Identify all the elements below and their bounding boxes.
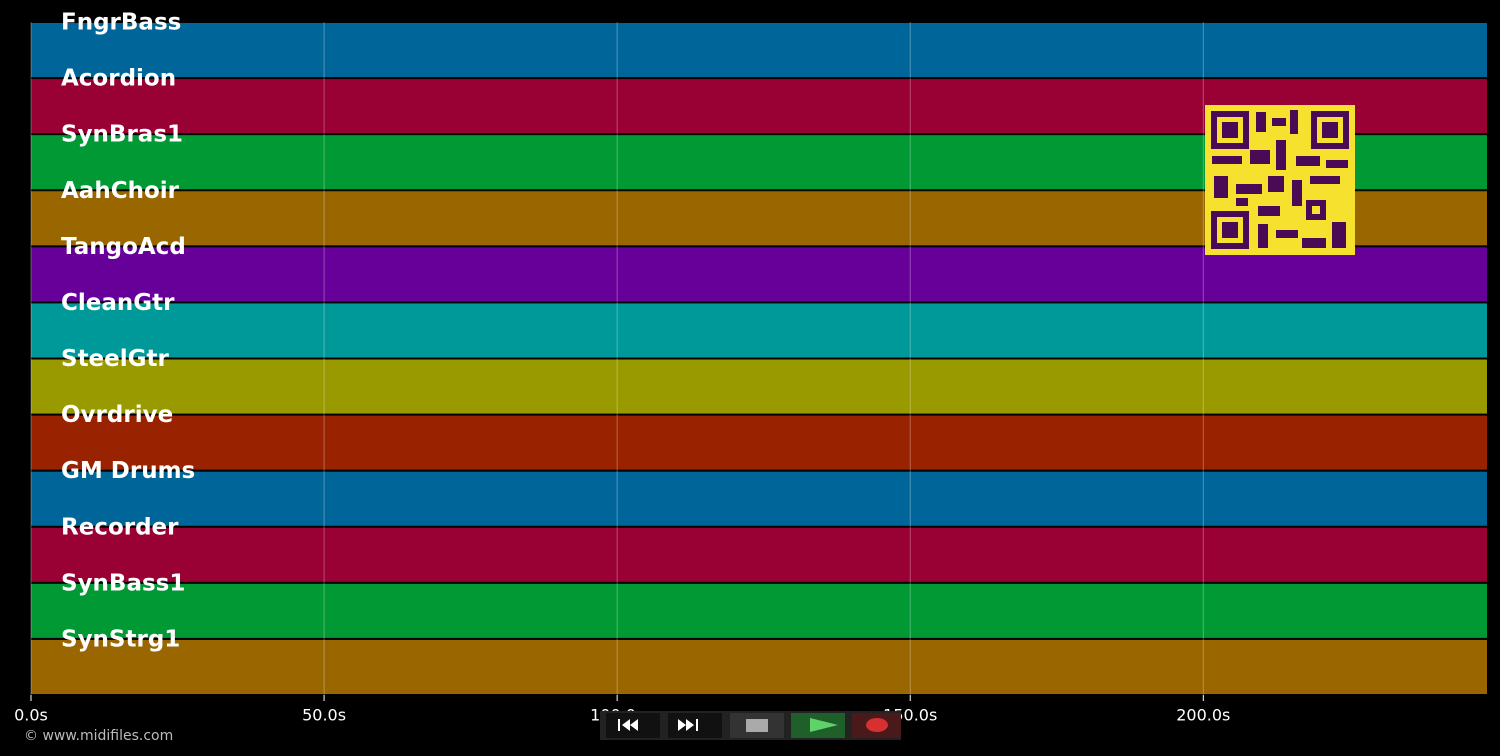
track-label: SynBass1 [61, 570, 185, 596]
track-label: SynBras1 [61, 122, 183, 148]
track-lane [31, 23, 1487, 78]
track-lane [31, 359, 1487, 414]
track-label: GM Drums [61, 458, 195, 484]
grid [30, 22, 1204, 701]
fast-forward-button[interactable] [668, 713, 722, 738]
track-label: Acordion [61, 66, 176, 92]
rewind-button[interactable] [606, 713, 660, 738]
labels: FngrBass Acordion SynBras1 AahChoir TangoAcd… [14, 10, 1230, 725]
track-lane [31, 583, 1487, 638]
track-label: TangoAcd [61, 234, 186, 260]
play-button[interactable] [791, 713, 845, 738]
track-lane [31, 639, 1487, 694]
track-label: SynStrg1 [61, 626, 180, 652]
track-label: FngrBass [61, 10, 181, 36]
track-lane [31, 247, 1487, 302]
track-lane [31, 527, 1487, 582]
track-lane [31, 303, 1487, 358]
x-tick-label: 200.0s [1176, 706, 1230, 725]
stop-button[interactable] [730, 713, 784, 738]
track-lane [31, 471, 1487, 526]
track-label: Recorder [61, 514, 179, 540]
track-label: AahChoir [61, 178, 180, 204]
track-label: CleanGtr [61, 290, 175, 316]
qr-code [1205, 105, 1355, 255]
transport-controls [600, 711, 901, 740]
track-lane [31, 415, 1487, 470]
track-label: SteelGtr [61, 346, 170, 372]
track-label: Ovrdrive [61, 402, 173, 428]
x-tick-label: 0.0s [14, 706, 48, 725]
x-tick-label: 50.0s [302, 706, 346, 725]
record-button[interactable] [852, 713, 901, 738]
copyright: © www.midifiles.com [24, 728, 173, 744]
